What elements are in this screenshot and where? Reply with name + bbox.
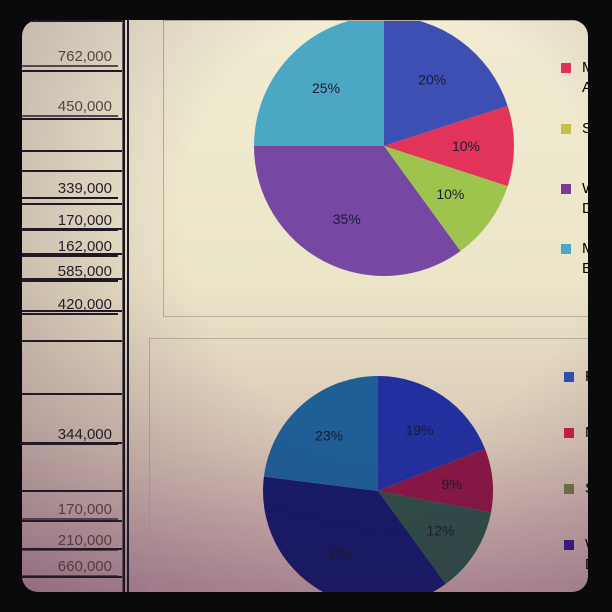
row-divider	[22, 253, 122, 255]
pie-slice	[384, 105, 514, 187]
spreadsheet-cell: 170,000	[22, 212, 118, 231]
pie-slice	[254, 20, 384, 146]
legend-label: Ser	[582, 120, 588, 137]
row-divider	[22, 393, 122, 395]
pie-slice-label: 23%	[315, 427, 343, 443]
legend-swatch	[561, 124, 571, 134]
legend-label: Ma	[585, 423, 588, 443]
spreadsheet-cell: 450,000	[22, 98, 118, 117]
spreadsheet-cell: 339,000	[22, 180, 118, 199]
pie-slice	[384, 146, 508, 252]
pie-slice-label: 20%	[418, 72, 446, 88]
row-divider	[22, 170, 122, 172]
pie-slice	[384, 20, 508, 146]
legend-label-line2: Ada	[582, 79, 588, 96]
pie-slice	[378, 448, 493, 513]
row-divider	[22, 520, 122, 522]
pie-slice-label: 12%	[426, 523, 454, 539]
spreadsheet-column: 762,000 450,000 339,000 170,000 162,000 585,0…	[22, 20, 125, 592]
row-divider	[22, 442, 122, 444]
row-divider	[22, 340, 122, 342]
legend-swatch	[564, 428, 574, 438]
pie-chart-1-frame: 20% 10% 10% 35% 25% MaAda Ser WoDev MoEva	[163, 20, 588, 317]
row-divider	[22, 228, 122, 230]
row-divider	[22, 118, 122, 120]
pie-slice-label: 25%	[312, 80, 340, 96]
pie-slice-label: 10%	[436, 186, 464, 202]
spreadsheet-cell: 762,000	[22, 48, 118, 67]
row-divider	[22, 70, 122, 72]
legend-label: Wo	[582, 179, 588, 199]
row-divider	[22, 278, 122, 280]
spreadsheet-cell: 210,000	[22, 532, 118, 551]
spreadsheet-cell: 344,000	[22, 426, 118, 445]
legend-swatch	[564, 540, 574, 550]
legend-swatch	[564, 484, 574, 494]
pie-slice	[254, 146, 461, 276]
legend-swatch	[561, 184, 571, 194]
legend-label: Mo	[582, 239, 588, 259]
spreadsheet-cell: 420,000	[22, 296, 118, 315]
legend-label: Ser	[585, 479, 588, 499]
legend-label: Pro	[585, 367, 588, 387]
pie-slice	[378, 376, 485, 491]
row-divider	[22, 576, 122, 578]
legend-label-line2: Eva	[582, 260, 588, 277]
pie-slice	[263, 476, 446, 592]
row-divider	[22, 490, 122, 492]
legend-swatch	[561, 63, 571, 73]
pie-slice-label: 10%	[452, 138, 480, 154]
row-divider	[22, 310, 122, 312]
row-divider	[22, 150, 122, 152]
spreadsheet-cell: 585,000	[22, 263, 118, 282]
pie-slice-label: 19%	[406, 422, 434, 438]
row-divider	[22, 203, 122, 205]
pie-chart-1: 20% 10% 10% 35% 25%	[254, 20, 514, 276]
legend-label-line2: Dev	[582, 200, 588, 217]
pie-slice-label: 37%	[326, 547, 354, 563]
spreadsheet-cell: 170,000	[22, 501, 118, 520]
legend-swatch	[561, 244, 571, 254]
legend-swatch	[564, 372, 574, 382]
pie-slice-label: 9%	[442, 476, 462, 492]
pie-slice-label: 35%	[333, 211, 361, 227]
pie-chart-2-frame: 19% 9% 12% 37% 23% Pro Ma Ser WoDev	[149, 338, 588, 592]
legend-label: Wo	[585, 535, 588, 555]
spreadsheet-cell: 162,000	[22, 238, 118, 257]
row-divider	[22, 548, 122, 550]
photo-frame: 762,000 450,000 339,000 170,000 162,000 585,0…	[22, 20, 588, 592]
pie-slice	[378, 491, 491, 585]
legend-label: Ma	[582, 58, 588, 78]
column-divider	[127, 20, 129, 592]
legend-label-line2: Dev	[585, 555, 588, 575]
pie-chart-2: 19% 9% 12% 37% 23%	[263, 376, 493, 592]
row-divider	[22, 20, 122, 22]
pie-slice	[263, 376, 378, 491]
spreadsheet-cell: 660,000	[22, 558, 118, 577]
